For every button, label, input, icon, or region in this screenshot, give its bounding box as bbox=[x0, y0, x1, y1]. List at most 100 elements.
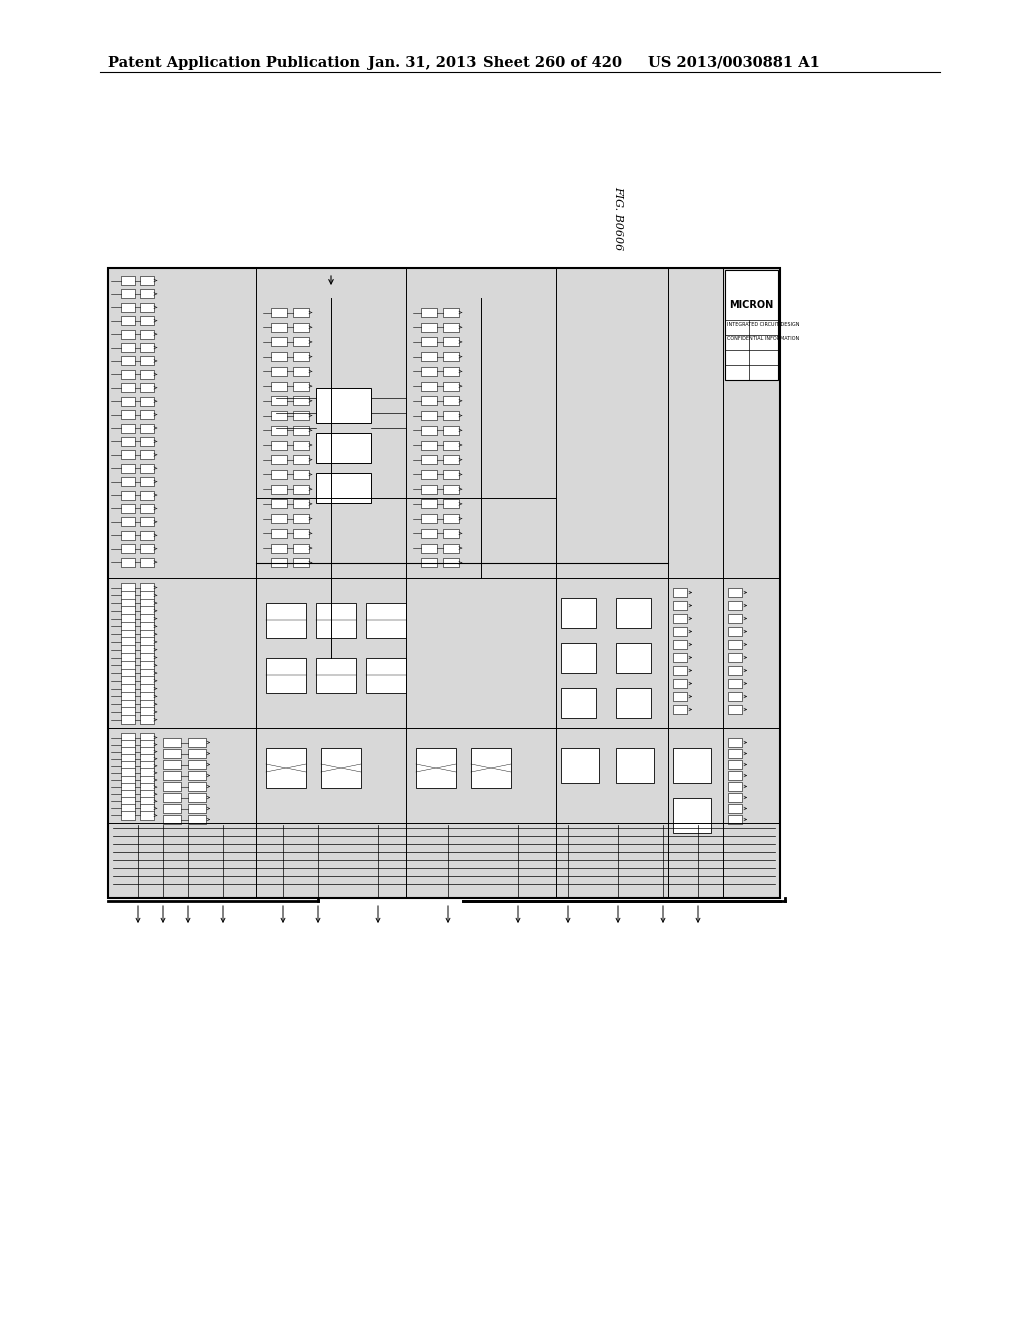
Text: Patent Application Publication: Patent Application Publication bbox=[108, 55, 360, 70]
Text: FIG. B0606: FIG. B0606 bbox=[613, 186, 623, 249]
Bar bbox=[188, 760, 206, 770]
Bar bbox=[140, 383, 154, 392]
Bar bbox=[728, 760, 742, 770]
Bar bbox=[140, 276, 154, 285]
Bar bbox=[140, 583, 154, 591]
Bar bbox=[121, 789, 135, 799]
Bar bbox=[728, 653, 742, 663]
Bar bbox=[163, 804, 181, 813]
Bar bbox=[266, 657, 306, 693]
Bar bbox=[293, 544, 309, 553]
Bar bbox=[140, 768, 154, 777]
Bar bbox=[271, 441, 287, 450]
Bar bbox=[121, 653, 135, 663]
Bar bbox=[728, 705, 742, 714]
Bar bbox=[121, 356, 135, 366]
Bar bbox=[121, 517, 135, 527]
Bar bbox=[140, 557, 154, 566]
Bar bbox=[293, 529, 309, 537]
Bar bbox=[121, 383, 135, 392]
Bar bbox=[443, 484, 459, 494]
Bar bbox=[421, 367, 437, 376]
Bar bbox=[421, 499, 437, 508]
Bar bbox=[121, 708, 135, 717]
Bar bbox=[293, 352, 309, 362]
Bar bbox=[121, 692, 135, 701]
Bar bbox=[140, 797, 154, 805]
Bar bbox=[140, 531, 154, 540]
Bar bbox=[140, 754, 154, 763]
Bar bbox=[140, 504, 154, 513]
Bar bbox=[140, 733, 154, 742]
Bar bbox=[293, 338, 309, 346]
Bar bbox=[140, 776, 154, 784]
Bar bbox=[421, 322, 437, 331]
Bar bbox=[728, 814, 742, 824]
Bar bbox=[673, 627, 687, 636]
Text: MICRON: MICRON bbox=[729, 300, 773, 310]
Bar bbox=[293, 470, 309, 479]
Bar bbox=[121, 768, 135, 777]
Bar bbox=[140, 517, 154, 527]
Bar bbox=[121, 684, 135, 693]
Bar bbox=[673, 640, 687, 649]
Bar bbox=[443, 499, 459, 508]
Bar bbox=[140, 645, 154, 655]
Bar bbox=[673, 653, 687, 663]
Bar bbox=[728, 771, 742, 780]
Bar bbox=[140, 437, 154, 446]
Bar bbox=[673, 587, 687, 597]
Bar bbox=[140, 653, 154, 663]
Bar bbox=[443, 544, 459, 553]
Bar bbox=[421, 455, 437, 465]
Bar bbox=[121, 437, 135, 446]
Text: US 2013/0030881 A1: US 2013/0030881 A1 bbox=[648, 55, 820, 70]
Bar bbox=[188, 738, 206, 747]
Bar bbox=[266, 748, 306, 788]
Bar bbox=[140, 330, 154, 339]
Bar bbox=[140, 544, 154, 553]
Bar bbox=[616, 748, 654, 783]
Bar bbox=[728, 738, 742, 747]
Bar bbox=[140, 638, 154, 647]
Bar bbox=[728, 667, 742, 675]
Text: Jan. 31, 2013: Jan. 31, 2013 bbox=[368, 55, 476, 70]
Bar bbox=[728, 781, 742, 791]
Bar bbox=[188, 814, 206, 824]
Bar bbox=[421, 544, 437, 553]
Bar bbox=[443, 338, 459, 346]
Bar bbox=[561, 688, 596, 718]
Bar bbox=[443, 455, 459, 465]
Bar bbox=[293, 513, 309, 523]
Bar bbox=[443, 529, 459, 537]
Bar bbox=[140, 450, 154, 459]
Bar bbox=[673, 667, 687, 675]
Bar bbox=[121, 638, 135, 647]
Bar bbox=[293, 441, 309, 450]
Bar bbox=[140, 661, 154, 669]
Bar bbox=[121, 661, 135, 669]
Bar bbox=[140, 622, 154, 631]
Bar bbox=[316, 603, 356, 638]
Bar bbox=[121, 733, 135, 742]
Bar bbox=[140, 370, 154, 379]
Bar bbox=[121, 741, 135, 748]
Bar bbox=[121, 463, 135, 473]
Bar bbox=[121, 747, 135, 756]
Bar bbox=[163, 781, 181, 791]
Bar bbox=[121, 645, 135, 655]
Bar bbox=[163, 771, 181, 780]
Bar bbox=[121, 668, 135, 677]
Bar bbox=[416, 748, 456, 788]
Bar bbox=[561, 643, 596, 673]
Bar bbox=[293, 396, 309, 405]
Bar bbox=[121, 797, 135, 805]
Bar bbox=[121, 776, 135, 784]
Bar bbox=[163, 814, 181, 824]
Bar bbox=[121, 715, 135, 725]
Bar bbox=[293, 411, 309, 420]
Bar bbox=[121, 330, 135, 339]
Bar bbox=[316, 657, 356, 693]
Bar bbox=[108, 268, 780, 898]
Bar bbox=[188, 748, 206, 758]
